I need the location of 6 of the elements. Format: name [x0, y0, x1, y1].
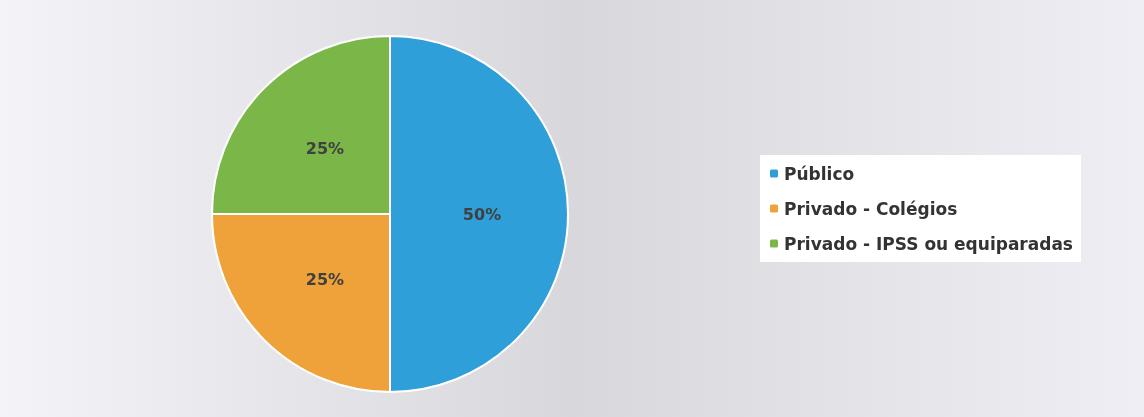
data-label: 50% — [462, 204, 502, 224]
data-label: 25% — [305, 269, 345, 289]
legend-label: Privado - IPSS ou equiparadas — [784, 233, 1073, 254]
data-label: 25% — [305, 139, 345, 159]
legend-label: Público — [784, 163, 855, 184]
legend-label: Privado - Colégios — [784, 198, 958, 219]
